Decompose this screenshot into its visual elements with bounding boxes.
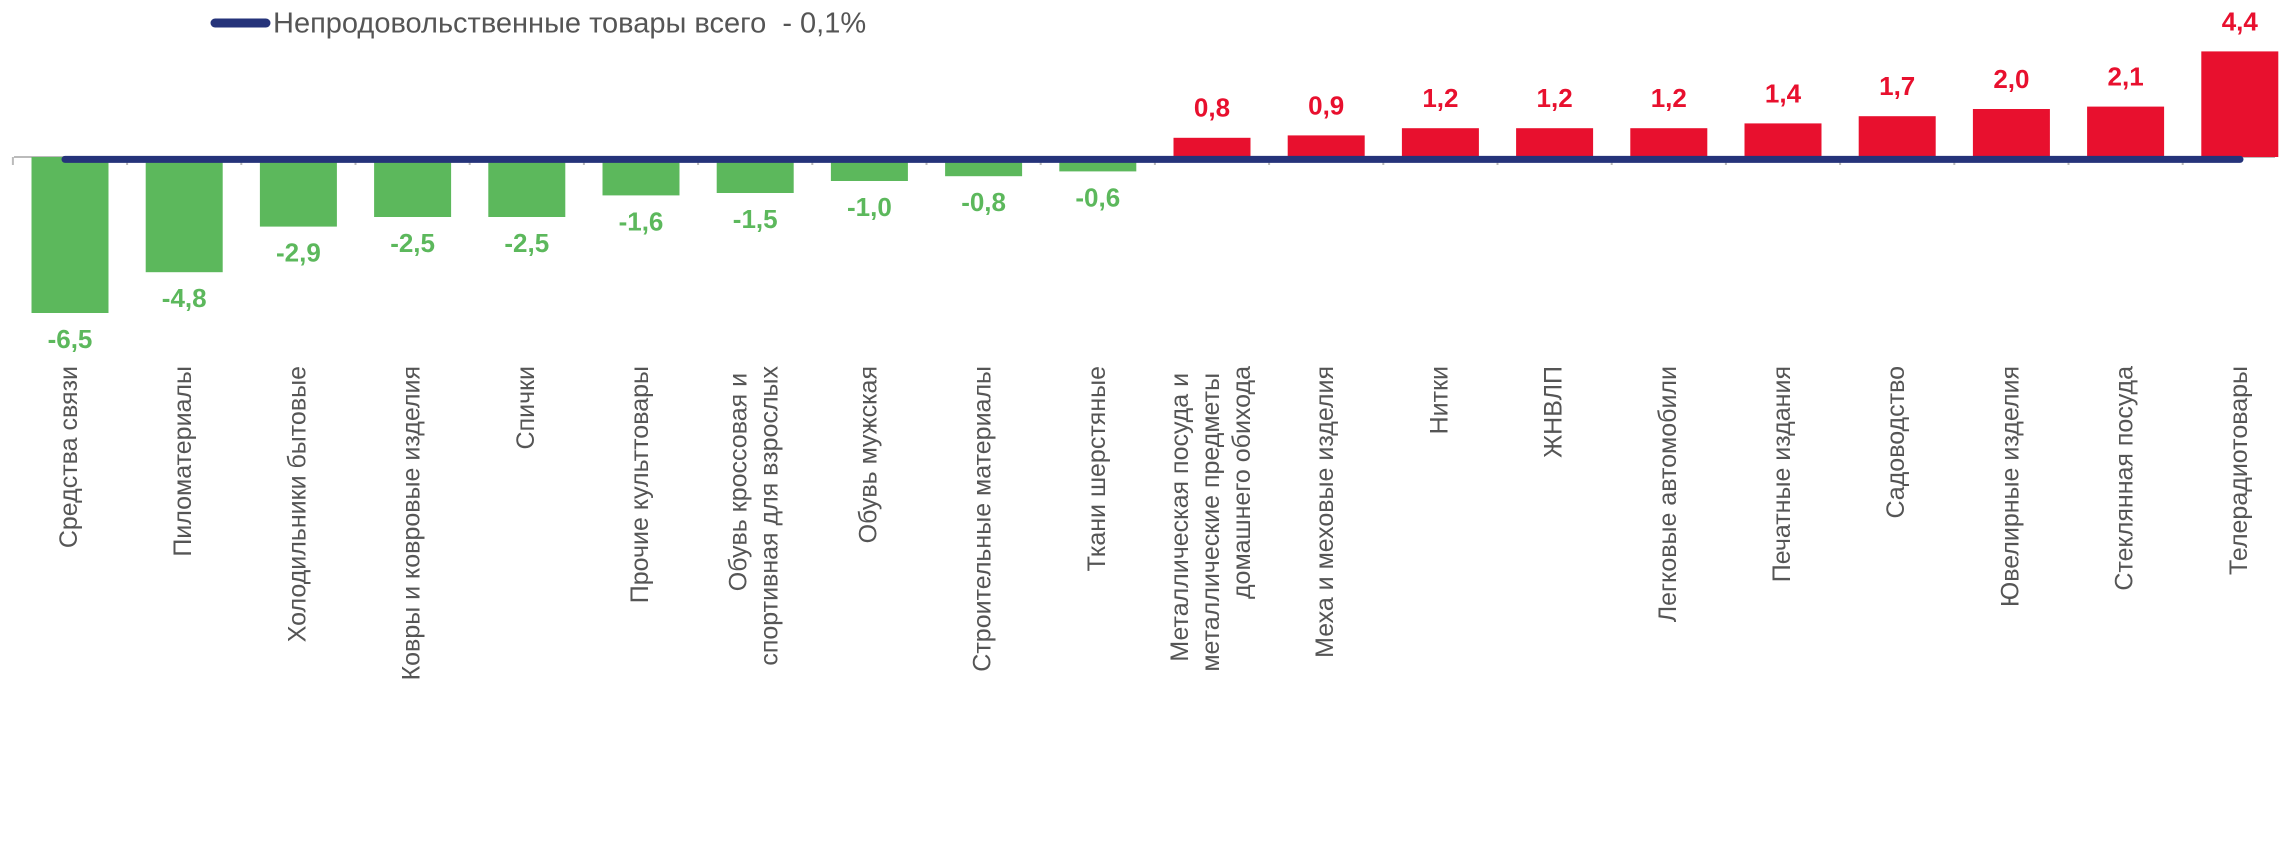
value-label: -6,5 <box>48 324 93 354</box>
bar <box>2087 106 2165 157</box>
x-tick-label: Ткани шерстяные <box>1082 366 1110 571</box>
x-tick-label: Ковры и ковровые изделия <box>397 366 425 680</box>
value-label: 1,2 <box>1422 83 1458 113</box>
x-tick-label: ЖНВЛП <box>1539 366 1567 458</box>
value-label: 4,4 <box>2222 6 2259 36</box>
bar <box>259 157 337 227</box>
bar <box>31 157 109 313</box>
bar <box>488 157 566 217</box>
value-label: 1,2 <box>1651 83 1687 113</box>
bar <box>1401 128 1479 157</box>
value-label: -2,9 <box>276 237 321 267</box>
x-tick-label: Печатные издания <box>1768 366 1796 582</box>
x-tick-label: Строительные материалы <box>968 366 996 672</box>
value-label: -0,6 <box>1075 182 1120 212</box>
value-label: -1,5 <box>733 204 778 234</box>
bar <box>1173 137 1251 157</box>
bar <box>374 157 452 217</box>
value-label: 2,1 <box>2108 61 2144 91</box>
bar <box>1630 128 1708 157</box>
bar <box>2201 51 2279 157</box>
value-label: -2,5 <box>504 228 549 258</box>
value-label: -4,8 <box>162 283 207 313</box>
bar <box>602 157 680 196</box>
value-label: 1,4 <box>1765 78 1802 108</box>
x-tick-label: Металлическая посуда и металлические пре… <box>1166 366 1256 672</box>
x-tick-label: Пиломатериалы <box>169 366 197 557</box>
bar <box>1858 116 1936 157</box>
value-label: -2,5 <box>390 228 435 258</box>
x-tick-label: Прочие культтовары <box>626 366 654 603</box>
bar <box>1516 128 1594 157</box>
x-tick-label: Садоводство <box>1882 366 1910 519</box>
x-tick-label: Спички <box>511 366 539 449</box>
x-tick-label: Ювелирные изделия <box>1996 366 2024 607</box>
bar <box>145 157 223 273</box>
value-label: 1,7 <box>1879 71 1915 101</box>
value-label: 2,0 <box>1993 64 2029 94</box>
x-tick-label: Средства связи <box>55 366 83 548</box>
value-label: 0,9 <box>1308 90 1344 120</box>
value-label: 0,8 <box>1194 93 1230 123</box>
x-tick-label: Меха и меховые изделия <box>1311 366 1339 658</box>
x-tick-label: Телерадиотовары <box>2224 366 2252 575</box>
value-label: -1,0 <box>847 192 892 222</box>
value-label: -1,6 <box>619 206 664 236</box>
value-label: 1,2 <box>1537 83 1573 113</box>
bar <box>1972 109 2050 157</box>
bar <box>1744 123 1822 157</box>
x-tick-label: Нитки <box>1425 366 1453 434</box>
x-tick-label: Легковые автомобили <box>1653 366 1681 622</box>
x-tick-label: Холодильники бытовые <box>283 366 311 642</box>
value-label: -0,8 <box>961 187 1006 217</box>
x-tick-label: Обувь мужская <box>854 366 882 543</box>
bar <box>1287 135 1365 157</box>
bar <box>716 157 794 193</box>
x-tick-label: Стеклянная посуда <box>2110 366 2138 591</box>
legend-label: Непродовольственные товары всего - 0,1% <box>273 8 866 40</box>
x-tick-label: Обувь кроссовая и спортивная для взрослы… <box>724 366 783 666</box>
